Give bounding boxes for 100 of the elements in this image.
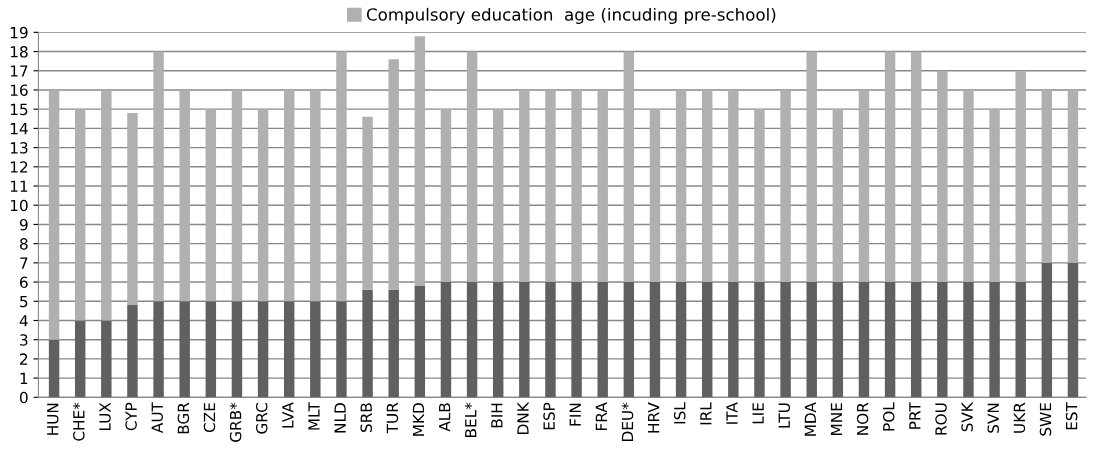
x-tick-label: LVA (282, 402, 294, 428)
bar (283, 89, 295, 302)
bar (780, 282, 791, 398)
bar (205, 109, 217, 302)
x-tick-label: CZE (203, 403, 216, 433)
bar (179, 89, 190, 302)
x-tick-label: GRC (255, 403, 268, 434)
y-tick-label: 2 (20, 353, 28, 365)
bar (832, 109, 844, 283)
bar (231, 89, 243, 302)
x-tick-label: LTU (778, 403, 791, 428)
x-tick-label: MNE (830, 403, 843, 435)
y-tick-label: 14 (10, 123, 28, 135)
bar (388, 289, 399, 398)
y-tick-label: 1 (20, 372, 28, 384)
bar (597, 282, 608, 398)
bar (1015, 282, 1026, 398)
bar (414, 36, 426, 286)
bar (74, 320, 86, 398)
x-tick-label: ROU (935, 403, 947, 435)
x-tick-label: FIN (569, 403, 581, 426)
bar (571, 282, 582, 398)
x-tick-label: DEU* (621, 402, 634, 441)
bar (858, 89, 870, 283)
bar (701, 282, 713, 398)
bar (492, 282, 504, 398)
bar (937, 282, 948, 398)
x-tick-label: MDA (804, 402, 816, 436)
bar (571, 89, 582, 283)
bar (1041, 89, 1053, 263)
y-tick-label: 15 (10, 103, 28, 116)
y-tick-label: 18 (10, 46, 28, 58)
bar (48, 89, 60, 340)
bar (989, 109, 1000, 283)
bar (623, 51, 635, 283)
bar (101, 89, 112, 321)
bar (414, 285, 426, 398)
y-tick-label: 12 (10, 161, 28, 173)
bar (1067, 89, 1079, 263)
bar (884, 282, 896, 398)
y-tick-label: 19 (10, 26, 28, 39)
y-tick-label: 8 (19, 238, 28, 250)
bar (1041, 262, 1053, 398)
bar (754, 282, 765, 398)
x-tick-label: EST (1065, 402, 1078, 430)
x-tick-label: BGR (177, 402, 190, 434)
y-tick-label: 13 (10, 142, 28, 154)
bar (127, 113, 138, 306)
x-tick-label: FRA (595, 402, 607, 430)
bar (205, 301, 217, 398)
bar (153, 301, 164, 398)
x-tick-label: NLD (334, 403, 346, 433)
y-tick-label: 7 (20, 257, 28, 269)
bar (492, 109, 504, 283)
y-tick-label: 5 (20, 295, 28, 308)
bar (1015, 70, 1026, 283)
x-tick-label: CHE* (73, 402, 85, 441)
bar (937, 70, 948, 283)
bar (466, 282, 478, 398)
bar (519, 282, 530, 398)
y-tick-label: 16 (10, 84, 28, 96)
y-tick-label: 9 (19, 218, 28, 231)
x-tick-label: NOR (856, 402, 869, 435)
bar (519, 89, 530, 283)
bar (545, 89, 556, 283)
bar (989, 282, 1000, 398)
bar (257, 109, 269, 302)
bar (597, 89, 608, 283)
y-tick-label: 10 (10, 199, 28, 212)
bar (127, 305, 138, 398)
y-tick-label: 4 (19, 315, 28, 327)
bar (440, 109, 452, 283)
x-tick-label: DNK (517, 401, 529, 434)
bar (832, 282, 844, 398)
x-tick-label: UKR (1013, 402, 1026, 433)
x-tick-label: GRB* (229, 402, 242, 442)
bar (806, 282, 817, 398)
bar (466, 51, 478, 283)
y-tick-label: 6 (20, 276, 28, 289)
bar (754, 109, 765, 283)
bar (1067, 262, 1079, 398)
y-tick-label: 3 (20, 334, 28, 346)
bar (440, 282, 452, 398)
bar (910, 51, 922, 283)
bar (623, 282, 635, 398)
x-tick-label: LUX (99, 402, 111, 431)
bar (310, 301, 321, 398)
x-tick-label: ITA (726, 402, 738, 424)
x-tick-label: HRV (648, 402, 660, 433)
bar (153, 51, 164, 302)
x-tick-label: SVK (961, 401, 973, 432)
bar (310, 89, 321, 302)
bar (675, 282, 687, 398)
bar (963, 282, 974, 398)
bar (231, 301, 243, 398)
x-tick-label: BEL* (464, 402, 477, 437)
x-tick-label: LIE (752, 403, 764, 424)
x-tick-label: AUT (151, 402, 164, 434)
x-tick-label: TUR (386, 402, 399, 434)
x-tick-label: SVN (987, 403, 1000, 433)
